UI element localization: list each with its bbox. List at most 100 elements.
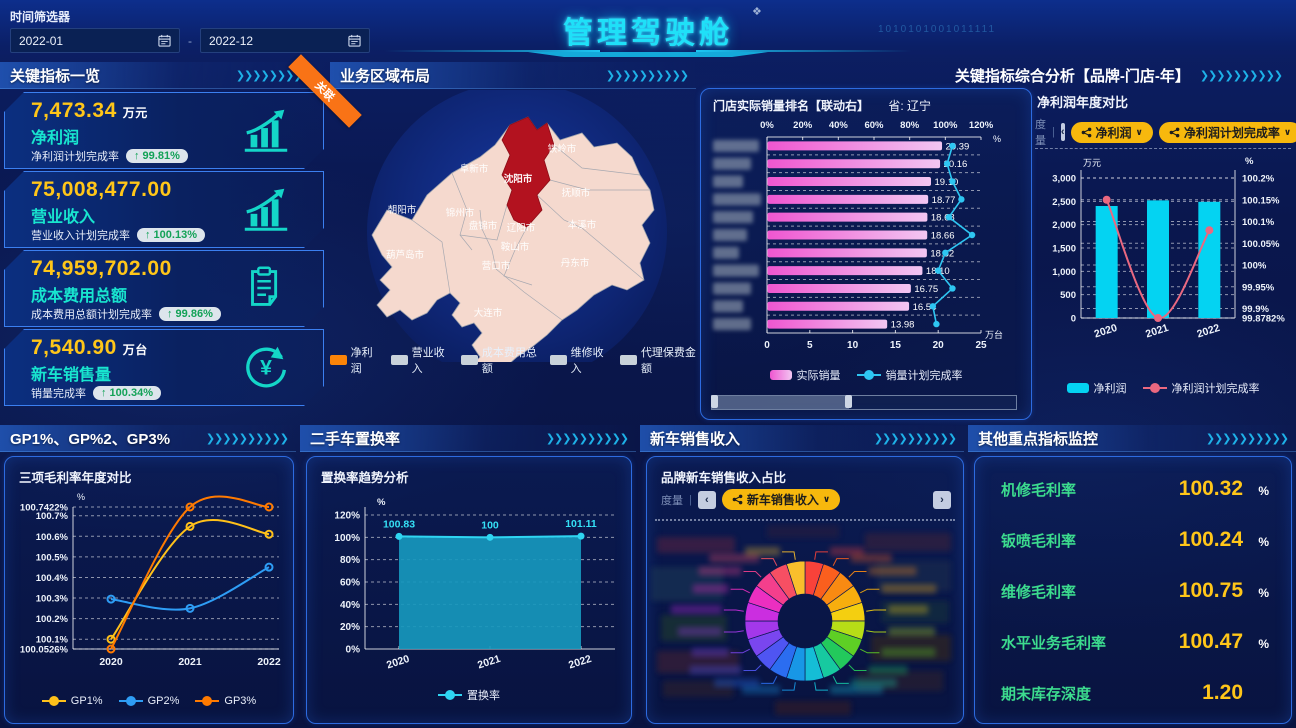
svg-text:20%: 20% [340, 622, 360, 633]
legend-swatch [856, 370, 881, 380]
svg-text:3,000: 3,000 [1052, 174, 1076, 185]
legend-swatch [195, 696, 220, 706]
calendar-icon[interactable] [158, 34, 171, 47]
legend-item[interactable]: 净利润计划完成率 [1142, 380, 1260, 396]
chart-growth-icon [239, 184, 293, 234]
kpi-name: 营业收入 [31, 209, 96, 226]
legend-item[interactable]: GP1% [41, 695, 103, 707]
scrollbar-handle-left[interactable] [711, 395, 718, 408]
svg-text:1,000: 1,000 [1052, 267, 1076, 278]
date-to-input[interactable]: 2022-12 [200, 28, 370, 53]
gp-lines-chart[interactable]: 100.7422% 100.7% 100.6% 100.5% 100.4% 100.3% 1… [7, 491, 291, 689]
svg-text:1,500: 1,500 [1052, 244, 1076, 255]
measure-divider: | [1052, 126, 1055, 138]
measure-label: 度量 [661, 494, 683, 507]
store-ranking-chart[interactable]: 0% 20% 40% 60% 80% 100% 120%% 0 5 10 15 20 25 万台 20.39… [705, 115, 1027, 363]
svg-text:13.98: 13.98 [891, 320, 915, 331]
deco-binary-digits: 1010101001011111 [877, 24, 996, 35]
chevrons-deco: ❯❯❯❯❯❯❯❯❯❯ [1199, 69, 1283, 82]
svg-text:2021: 2021 [476, 653, 502, 672]
legend-item[interactable]: 代理保费金额 [620, 344, 696, 376]
date-from-input[interactable]: 2022-01 [10, 28, 180, 53]
svg-text:100.15%: 100.15% [1242, 195, 1280, 206]
kpi-card-net-profit[interactable]: 7,473.34 万元 净利润 净利润计划完成率 ↑ 99.81% [4, 92, 324, 169]
svg-text:锦州市: 锦州市 [446, 207, 475, 219]
svg-text:万元: 万元 [1083, 158, 1101, 168]
profit-yearly-chart[interactable]: 0 500 1,000 1,500 2,000 2,500 3,000 100.2% 100.1… [1035, 154, 1291, 368]
time-filter-label: 时间筛选器 [10, 10, 71, 24]
svg-text:2022: 2022 [567, 653, 593, 672]
kpi-rate-badge: ↑ 100.34% [93, 386, 161, 400]
svg-text:99.9%: 99.9% [1242, 304, 1269, 315]
legend-item[interactable]: GP3% [195, 695, 256, 707]
metric-row: 钣喷毛利率 100.24% [1001, 528, 1269, 552]
svg-text:100.4%: 100.4% [36, 573, 69, 584]
island-dot [488, 350, 492, 354]
legend-item[interactable]: GP2% [118, 695, 179, 707]
legend-item[interactable]: 成本费用总额 [461, 344, 537, 376]
scrollbar-handle-right[interactable] [844, 395, 852, 408]
legend-item[interactable]: 维修收入 [550, 344, 607, 376]
svg-text:18.62: 18.62 [930, 248, 954, 259]
scroll-left-button[interactable]: ‹ [1060, 123, 1065, 141]
scroll-left-button[interactable]: ‹ [697, 490, 716, 509]
profit-legend: 净利润 净利润计划完成率 [1035, 380, 1291, 396]
page-title: 管理驾驶舱 [563, 17, 733, 50]
svg-text:万台: 万台 [985, 329, 1003, 340]
svg-text:100.3%: 100.3% [36, 594, 69, 605]
svg-text:60%: 60% [864, 120, 884, 131]
svg-text:2020: 2020 [385, 653, 411, 672]
svg-text:葫芦岛市: 葫芦岛市 [386, 249, 425, 261]
legend-item[interactable]: 营业收入 [390, 344, 448, 376]
svg-text:60%: 60% [340, 578, 360, 589]
ranking-data-zoom-scrollbar[interactable] [711, 395, 1017, 410]
replacement-subtitle: 置换率趋势分析 [321, 471, 409, 485]
kpi-name: 成本费用总额 [31, 288, 128, 305]
svg-text:辽阳市: 辽阳市 [507, 222, 536, 234]
legend-item[interactable]: 净利润 [1066, 380, 1127, 396]
map-panel-header: 业务区域布局 ❯❯❯❯❯❯❯❯❯❯ [330, 62, 696, 89]
legend-item[interactable]: 实际销量 [769, 367, 841, 383]
legend-swatch [1066, 383, 1089, 393]
svg-text:鞍山市: 鞍山市 [501, 241, 530, 253]
kpi-rate-label: 销量完成率 [31, 388, 86, 400]
measure-pill-newcar-revenue[interactable]: 新车销售收入 ∨ [721, 489, 841, 510]
kpi-card-cost[interactable]: 74,959,702.00 成本费用总额 成本费用总额计划完成率 ↑ 99.86% [4, 250, 324, 327]
legend-swatch [330, 355, 347, 365]
legend-item[interactable]: 置换率 [438, 687, 500, 703]
measure-pill-plan-rate[interactable]: 净利润计划完成率 ∨ [1158, 121, 1296, 143]
svg-text:2022: 2022 [257, 656, 281, 668]
newcar-measure-controls: 度量 | ‹ 新车销售收入 ∨ › [661, 489, 951, 510]
kpi-card-new-car-sales[interactable]: 7,540.90 万台 新车销售量 销量完成率 ↑ 100.34% ¥ [4, 329, 324, 406]
gp-panel-header: GP1%、GP%2、GP3% ❯❯❯❯❯❯❯❯❯❯ [0, 425, 296, 452]
svg-text:100.83: 100.83 [383, 518, 415, 530]
calendar-icon[interactable] [348, 34, 361, 47]
legend-item[interactable]: 净利润 [330, 344, 378, 376]
metric-value: 100.32 [1178, 477, 1243, 500]
metric-row: 维修毛利率 100.75% [1001, 579, 1269, 603]
highlighted-region-shenyang[interactable] [501, 116, 555, 228]
svg-text:2,500: 2,500 [1052, 197, 1076, 208]
newcar-share-doughnut-chart[interactable] [649, 523, 961, 719]
svg-text:5: 5 [807, 340, 813, 351]
replacement-rate-chart[interactable]: 120% 100% 80% 60% 40% 20% 0%% 2020 2021 2022 100.8… [309, 493, 629, 679]
measure-pill-net-profit[interactable]: 净利润 ∨ [1070, 121, 1153, 143]
legend-item[interactable]: 销量计划完成率 [856, 367, 963, 383]
analysis-panel-title: 关键指标综合分析【品牌-门店-年】 [954, 67, 1190, 85]
map-panel-title: 业务区域布局 [340, 67, 431, 85]
metric-value: 1.20 [1202, 681, 1243, 704]
yen-cycle-icon: ¥ [239, 342, 293, 392]
kpi-rate-badge: ↑ 100.13% [137, 228, 205, 242]
scrollbar-fill [712, 396, 849, 409]
svg-text:100%: 100% [334, 533, 360, 544]
kpi-card-revenue[interactable]: 75,008,477.00 营业收入 营业收入计划完成率 ↑ 100.13% [4, 171, 324, 248]
share-icon [1081, 127, 1091, 137]
profit-chart-title: 净利润年度对比 [1037, 95, 1129, 110]
svg-text:朝阳市: 朝阳市 [388, 204, 417, 216]
ranking-legend: 实际销量 销量计划完成率 [701, 367, 1031, 383]
replacement-panel-title: 二手车置换率 [310, 430, 401, 448]
scroll-right-button[interactable]: › [933, 490, 951, 509]
metrics-panel-title: 其他重点指标监控 [978, 430, 1099, 448]
